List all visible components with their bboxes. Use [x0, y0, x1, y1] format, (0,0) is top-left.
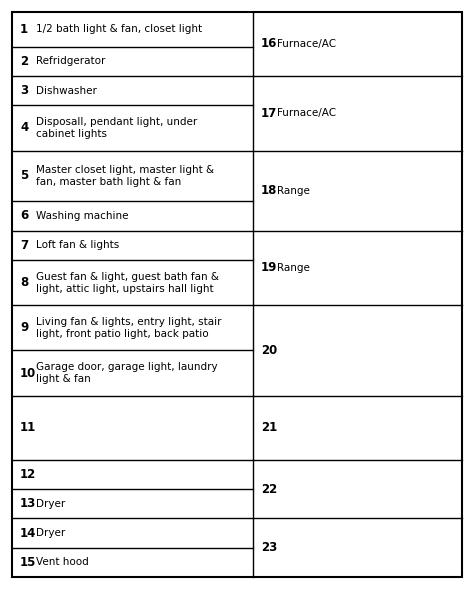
Text: 20: 20	[261, 344, 277, 357]
Text: Vent hood: Vent hood	[36, 557, 89, 567]
Text: 23: 23	[261, 541, 277, 554]
Text: Garage door, garage light, laundry
light & fan: Garage door, garage light, laundry light…	[36, 362, 218, 384]
Text: 2: 2	[20, 55, 28, 68]
Text: 11: 11	[20, 421, 36, 434]
Text: 8: 8	[20, 276, 28, 289]
Text: Guest fan & light, guest bath fan &
light, attic light, upstairs hall light: Guest fan & light, guest bath fan & ligh…	[36, 272, 219, 293]
Text: Range: Range	[277, 263, 310, 273]
Text: 13: 13	[20, 497, 36, 510]
Text: 5: 5	[20, 170, 28, 183]
Text: 4: 4	[20, 121, 28, 134]
Text: 12: 12	[20, 468, 36, 481]
Text: 19: 19	[261, 262, 277, 274]
Text: 7: 7	[20, 239, 28, 252]
Text: 15: 15	[20, 556, 36, 569]
Text: 16: 16	[261, 38, 277, 51]
Text: 21: 21	[261, 421, 277, 434]
Text: Dishwasher: Dishwasher	[36, 85, 97, 95]
Text: 3: 3	[20, 84, 28, 97]
Text: Refridgerator: Refridgerator	[36, 57, 105, 67]
Text: 10: 10	[20, 366, 36, 380]
Text: Range: Range	[277, 186, 310, 196]
Text: Disposall, pendant light, under
cabinet lights: Disposall, pendant light, under cabinet …	[36, 117, 197, 139]
Text: 14: 14	[20, 527, 36, 540]
Text: 1/2 bath light & fan, closet light: 1/2 bath light & fan, closet light	[36, 24, 202, 34]
Text: Loft fan & lights: Loft fan & lights	[36, 240, 119, 250]
Text: Furnace/AC: Furnace/AC	[277, 108, 336, 118]
Text: Dryer: Dryer	[36, 499, 65, 509]
Text: Dryer: Dryer	[36, 528, 65, 538]
Text: 18: 18	[261, 184, 277, 197]
Text: 1: 1	[20, 23, 28, 36]
Text: 17: 17	[261, 107, 277, 120]
Text: 22: 22	[261, 482, 277, 495]
Text: Furnace/AC: Furnace/AC	[277, 39, 336, 49]
Text: 6: 6	[20, 209, 28, 223]
Text: Master closet light, master light &
fan, master bath light & fan: Master closet light, master light & fan,…	[36, 165, 214, 187]
Text: Washing machine: Washing machine	[36, 211, 128, 221]
Text: 9: 9	[20, 322, 28, 335]
Text: Living fan & lights, entry light, stair
light, front patio light, back patio: Living fan & lights, entry light, stair …	[36, 317, 221, 339]
